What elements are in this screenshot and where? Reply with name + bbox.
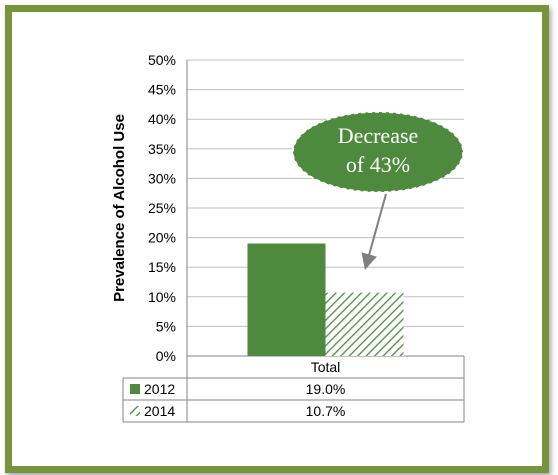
y-tick-label: 50% [148, 52, 176, 68]
annotation-callout: Decrease of 43% [292, 111, 464, 270]
y-tick-label: 40% [148, 111, 176, 127]
y-tick-label: 15% [148, 259, 176, 275]
legend-label-2012: 2012 [144, 381, 175, 397]
data-table-value-2012: 19.0% [306, 381, 346, 397]
bar-2014 [325, 292, 404, 356]
category-label: Total [311, 359, 341, 375]
y-tick-label: 35% [148, 141, 176, 157]
y-tick-label: 30% [148, 170, 176, 186]
y-tick-label: 5% [156, 318, 176, 334]
y-tick-labels: 0% 5% 10% 15% 20% 25% 30% 35% 40% 45% 50% [148, 52, 176, 364]
y-tick-label: 20% [148, 230, 176, 246]
legend-key-2014 [130, 406, 140, 416]
callout-line-2: of 43% [346, 152, 410, 177]
callout-arrow [361, 193, 387, 270]
y-tick-label: 45% [148, 82, 176, 98]
y-tick-label: 25% [148, 200, 176, 216]
y-tick-label: 10% [148, 289, 176, 305]
y-tick-label: 0% [156, 348, 176, 364]
chart-frame [5, 5, 549, 473]
callout-bubble [292, 111, 464, 193]
legend-label-2014: 2014 [144, 403, 175, 419]
bars [247, 243, 404, 356]
data-table-value-2014: 10.7% [306, 403, 346, 419]
bar-2012 [247, 243, 326, 356]
callout-line-1: Decrease [338, 123, 419, 148]
y-axis-title: Prevalence of Alcohol Use [111, 114, 128, 302]
data-table: Total 2012 19.0% 2014 10.7% [122, 356, 465, 423]
legend-key-2012 [130, 384, 140, 394]
